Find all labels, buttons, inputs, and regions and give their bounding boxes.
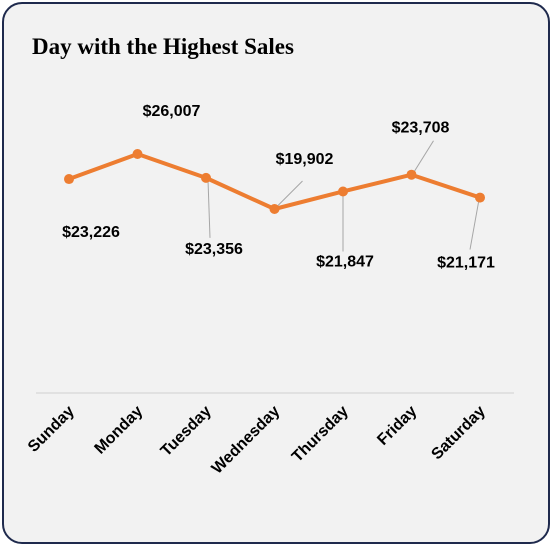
data-point: [201, 172, 211, 183]
series-layer: [64, 149, 485, 214]
leader-line: [207, 179, 211, 238]
x-tick-label: Wednesday: [209, 403, 284, 478]
data-label: $21,171: [437, 255, 495, 272]
x-tick-label: Saturday: [428, 403, 489, 464]
data-label: $21,847: [316, 253, 374, 270]
data-label: $23,356: [185, 241, 243, 258]
x-tick-label: Tuesday: [158, 403, 215, 460]
x-tick-label: Friday: [374, 403, 420, 449]
chart-title: Day with the Highest Sales: [32, 34, 294, 59]
data-point: [132, 149, 143, 159]
x-tick-label: Thursday: [289, 403, 352, 466]
leader-line: [413, 140, 434, 173]
data-point: [475, 192, 485, 203]
data-label: $26,007: [143, 103, 201, 120]
leader-line: [469, 199, 480, 250]
data-label: $23,708: [392, 120, 450, 137]
data-point: [269, 204, 280, 214]
series-line: [68, 152, 481, 211]
data-point: [406, 169, 417, 180]
x-tick-label: Sunday: [25, 403, 78, 456]
data-labels-layer: $23,226 $26,007 $23,356 $19,902 $21,847 $23,7…: [62, 103, 495, 272]
x-tick-label: Monday: [92, 403, 147, 458]
data-label: $19,902: [276, 151, 334, 168]
data-label: $23,226: [62, 224, 120, 241]
leader-line: [276, 180, 303, 208]
data-point: [338, 186, 348, 197]
data-point: [64, 174, 74, 185]
